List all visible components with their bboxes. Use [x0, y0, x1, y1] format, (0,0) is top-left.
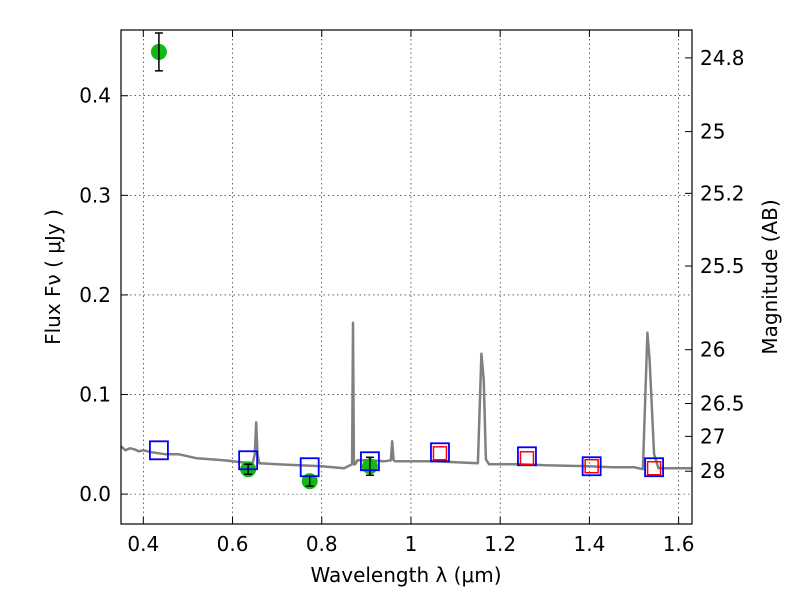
y2-tick-label: 24.8 — [700, 46, 745, 70]
x-tick-label: 1.4 — [573, 532, 605, 556]
y2-axis-title: Magnitude (AB) — [758, 199, 782, 354]
y2-tick-label: 27 — [700, 424, 725, 448]
y2-tick-label: 28 — [700, 459, 725, 483]
y-tick-label: 0.1 — [79, 383, 111, 407]
x-tick-label: 0.6 — [217, 532, 249, 556]
model-photometry-square — [299, 457, 320, 478]
model-photometry-square-red — [584, 458, 599, 474]
model-photometry-square-red — [519, 451, 535, 466]
model-photometry-square-red — [646, 460, 662, 476]
y-tick-label: 0.2 — [79, 283, 111, 307]
model-photometry-square — [238, 450, 259, 471]
y-tick-label: 0.3 — [79, 183, 111, 207]
y-tick-label: 0.4 — [79, 84, 111, 108]
y-tick-label: 0.0 — [79, 482, 111, 506]
y-axis-title: Flux Fν ( μJy ) — [41, 209, 65, 345]
y2-tick-label: 26.5 — [700, 391, 745, 415]
grid — [121, 30, 692, 524]
x-tick-label: 0.4 — [127, 532, 159, 556]
x-tick-label: 1.2 — [484, 532, 516, 556]
model-photometry-square — [149, 440, 169, 461]
model-photometry-square — [581, 456, 602, 477]
x-tick-label: 1 — [405, 532, 418, 556]
plot-background — [121, 30, 692, 524]
y2-tick-label: 25.5 — [700, 254, 745, 278]
plot-frame — [120, 29, 693, 525]
y2-tick-label: 26 — [700, 338, 725, 362]
y2-tick-label: 25 — [700, 120, 725, 144]
model-photometry-square — [430, 442, 450, 463]
axes: 0.4 0.6 0.8 1 1.2 1.4 1.6 0.0 0.1 0.2 0.3 0.4 24.8 25… — [79, 30, 745, 556]
x-tick-label: 0.8 — [306, 532, 338, 556]
y2-tick-label: 25.2 — [700, 181, 745, 205]
x-axis-title: Wavelength λ (μm) — [310, 563, 501, 587]
model-photometry-square-red — [432, 446, 448, 461]
model-photometry-square — [360, 451, 380, 472]
model-photometry-square — [644, 457, 664, 478]
data-layer — [120, 32, 692, 490]
x-tick-label: 1.6 — [663, 532, 695, 556]
